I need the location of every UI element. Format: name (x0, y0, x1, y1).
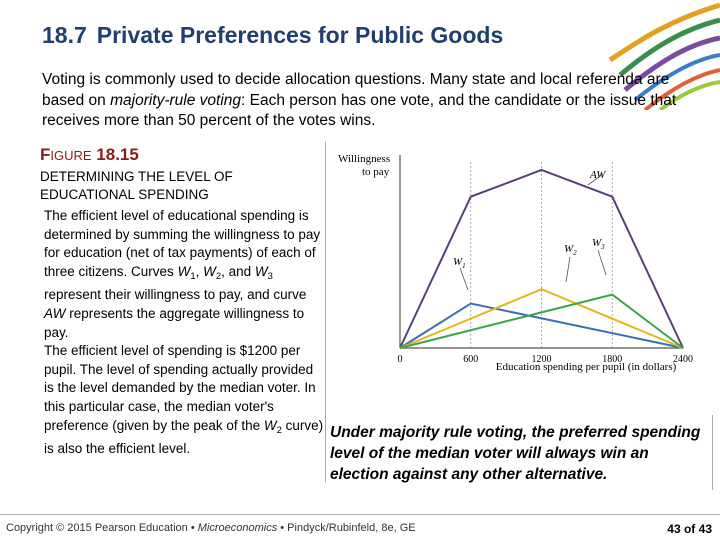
figure-label-prefix: F (40, 145, 51, 164)
intro-paragraph: Voting is commonly used to decide alloca… (42, 70, 712, 132)
series-w2 (399, 288, 684, 349)
desc-part4: The efficient level of spending is $1200… (44, 343, 316, 433)
w1-pointer (459, 267, 469, 291)
aw-pointer (587, 173, 604, 186)
w1-sub: 1 (190, 270, 196, 282)
footer-divider (0, 514, 720, 515)
w3-pointer (597, 249, 607, 276)
slide-title: 18.7 Private Preferences for Public Goods (42, 22, 503, 49)
x-axis-label: Education spending per pupil (in dollars… (496, 361, 677, 373)
figure-label: FIGURE 18.15 (40, 145, 139, 165)
figure-title: DETERMINING THE LEVEL OF EDUCATIONAL SPE… (40, 169, 233, 202)
page-current: 43 (667, 522, 681, 536)
w3-letter: W (254, 263, 268, 279)
w1-curve-label: W1 (453, 256, 466, 270)
series-w1 (399, 302, 684, 349)
page-total: 43 (698, 522, 712, 536)
figure-description: The efficient level of educational spend… (44, 207, 324, 459)
w1-letter: W (177, 263, 191, 279)
page-number: 43 of 43 (667, 522, 712, 536)
w2-sub: 2 (215, 270, 222, 282)
intro-emphasis: majority-rule voting (110, 91, 242, 109)
book-authors: • Pindyck/Rubinfeld, 8e, GE (277, 522, 416, 534)
desc-part1: The efficient level of educational spend… (44, 208, 321, 279)
colorful-ribbons-decoration (608, 2, 720, 110)
x-tick-label-1200: 1200 (532, 354, 552, 365)
copyright-text: Copyright © 2015 Pearson Education • (6, 522, 198, 534)
series-aw (399, 168, 684, 349)
desc-part5: curve) is also the efficient level. (44, 417, 324, 457)
figure-label-rest: IGURE (50, 148, 92, 163)
section-number: 18.7 (42, 22, 87, 48)
y-axis-label: Willingness to pay (338, 153, 390, 178)
page-of: of (680, 522, 699, 536)
title-text: Private Preferences for Public Goods (96, 22, 504, 48)
x-tick-label-600: 600 (463, 354, 478, 365)
x-tick-label-2400: 2400 (673, 354, 693, 365)
figure-number: 18.15 (96, 145, 139, 164)
footer-copyright: Copyright © 2015 Pearson Education • Mic… (6, 522, 416, 534)
x-tick-label-0: 0 (398, 354, 403, 365)
desc-part3: represents the aggregate willingness to … (44, 305, 305, 340)
w2-pointer (565, 256, 571, 283)
intro-part2: : Each person has one vote, and the cand… (42, 91, 677, 130)
majority-rule-note: Under majority rule voting, the preferre… (330, 424, 701, 483)
aw-letters: AW (44, 305, 66, 321)
aw-curve-label: AW (589, 169, 606, 181)
w2b-letter: W (263, 417, 277, 433)
divider-line (325, 142, 326, 482)
w3-sub: 3 (267, 270, 273, 282)
book-title: Microeconomics (197, 522, 278, 534)
x-tick-label-1800: 1800 (602, 354, 622, 365)
and-word: , and (221, 263, 255, 279)
desc-part2: represent their willingness to pay, and … (44, 287, 307, 303)
series-w3 (399, 293, 684, 349)
intro-part1: Voting is commonly used to decide alloca… (42, 71, 670, 109)
w2-curve-label: W2 (564, 243, 577, 257)
education-spending-chart: Willingness to pay 0 600 1200 1800 2400 Educa… (338, 153, 693, 373)
right-divider-line (712, 415, 713, 490)
w2-letter: W (203, 263, 216, 279)
w3-curve-label: W3 (592, 237, 605, 251)
w2b-sub: 2 (276, 424, 282, 436)
comma-sep: , (195, 263, 204, 279)
